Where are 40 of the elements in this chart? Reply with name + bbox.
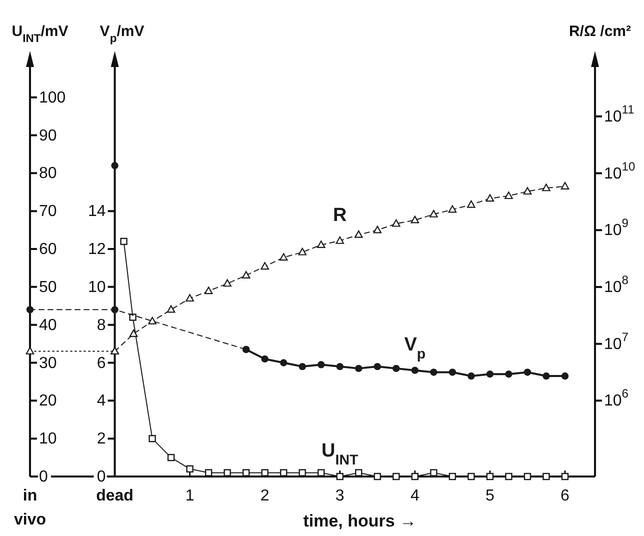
y-tick-label: 10 — [39, 430, 57, 448]
y-tick-label: 60 — [39, 240, 57, 258]
y-tick-label: 30 — [39, 354, 57, 372]
x-tick-label: dead — [96, 488, 134, 504]
x-tick-label: 2 — [260, 488, 270, 504]
y-axis-title: U$_{INT}$/mV — [12, 23, 68, 45]
y3-tick-label: 4 — [96, 392, 106, 410]
y3-tick-label: 14 — [88, 202, 106, 220]
y2-axis-title: R/Ω /cm² — [568, 23, 632, 40]
x-tick-label: 4 — [410, 488, 420, 504]
series-label: U$_{INT}$ — [322, 440, 359, 468]
x-tick-label: in vivo — [14, 488, 46, 528]
y2-tick-label: 10$^{10}$ — [604, 159, 636, 182]
y2-tick-label: 10$^{8}$ — [604, 272, 629, 296]
y3-tick-label: 2 — [96, 430, 106, 448]
y3-tick-label: 12 — [88, 240, 106, 258]
x-tick-label: 5 — [486, 488, 494, 504]
series-label: R — [333, 204, 348, 226]
y-tick-label: 20 — [39, 392, 57, 410]
y2-tick-label: 10$^{6}$ — [604, 386, 629, 410]
series-label: V$_{p}$ — [404, 334, 426, 362]
y3-tick-label: 0 — [96, 468, 106, 485]
x-tick-label: 1 — [185, 488, 194, 504]
y2-tick-label: 10$^{9}$ — [604, 216, 629, 239]
y-tick-label: 90 — [39, 126, 57, 144]
y-tick-label: 40 — [39, 316, 57, 334]
y-tick-label: 50 — [39, 278, 57, 296]
y-tick-label: 80 — [39, 164, 57, 182]
y-tick-label: 100 — [39, 88, 66, 106]
x-tick-label: 6 — [560, 488, 570, 504]
x-axis-title: time, hours → — [303, 512, 417, 530]
y-tick-label: 70 — [39, 202, 57, 220]
y-tick-label: 0 — [39, 468, 48, 485]
y2-tick-label: 10$^{11}$ — [604, 102, 635, 125]
y3-tick-label: 6 — [96, 354, 106, 372]
y3-tick-label: 10 — [88, 278, 106, 296]
y2-tick-label: 10$^{7}$ — [604, 330, 629, 352]
y3-tick-label: 8 — [96, 316, 106, 334]
y3-axis-title: V$_{p}$/mV — [100, 23, 144, 45]
x-tick-label: 3 — [335, 488, 344, 504]
